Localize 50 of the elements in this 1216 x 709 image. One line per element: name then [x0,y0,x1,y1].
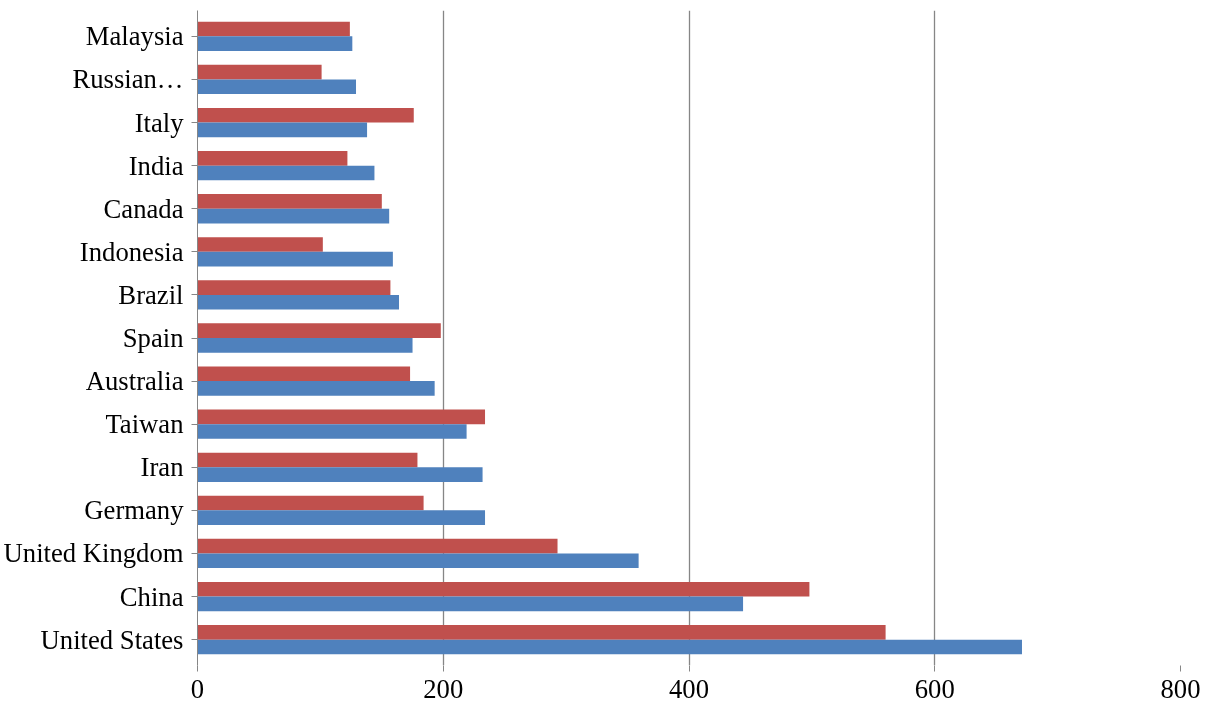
y-tick-label: Malaysia [85,21,184,52]
bar [197,323,441,338]
bar [197,294,400,310]
x-tick-label: 200 [423,673,464,704]
bar [197,338,413,353]
bar [197,251,393,267]
y-tick-label: United States [40,624,184,655]
bar [197,381,435,396]
bar [197,495,424,511]
y-tick-label: China [119,581,184,612]
y-tick-label: United Kingdom [3,538,184,569]
bar [197,208,390,224]
bar [197,122,368,138]
bar [197,581,810,597]
bar [197,538,558,554]
y-tick-label: Taiwan [105,409,184,440]
y-tick-label: Russian… [72,64,184,95]
y-tick-label: India [128,150,184,181]
bar [197,79,357,95]
bar [197,36,353,52]
bar [197,165,375,181]
bar [197,64,322,80]
y-tick-label: Iran [140,452,184,483]
bar [197,452,418,468]
bar [197,639,1022,655]
y-tick-label: Indonesia [79,236,184,267]
bar [197,107,414,123]
x-tick-label: 800 [1160,673,1201,704]
y-tick-label: Australia [85,366,184,397]
bar [197,150,348,166]
x-tick-label: 600 [914,673,955,704]
bar [197,624,886,640]
bar [197,596,744,612]
y-tick-label: Italy [134,107,185,138]
bar [197,409,486,425]
bar [197,21,350,37]
x-tick-label: 400 [669,673,709,704]
y-tick-label: Germany [84,495,185,526]
bar [197,280,391,295]
y-tick-label: Brazil [118,279,184,310]
bar [197,194,382,209]
bar [197,237,323,252]
x-tick-label: 0 [190,673,205,704]
y-tick-label: Spain [122,323,184,353]
bar [197,510,486,526]
bar [197,553,639,569]
bar [197,467,483,482]
y-tick-label: Canada [103,193,184,224]
bar [197,366,411,382]
bar [197,424,467,439]
